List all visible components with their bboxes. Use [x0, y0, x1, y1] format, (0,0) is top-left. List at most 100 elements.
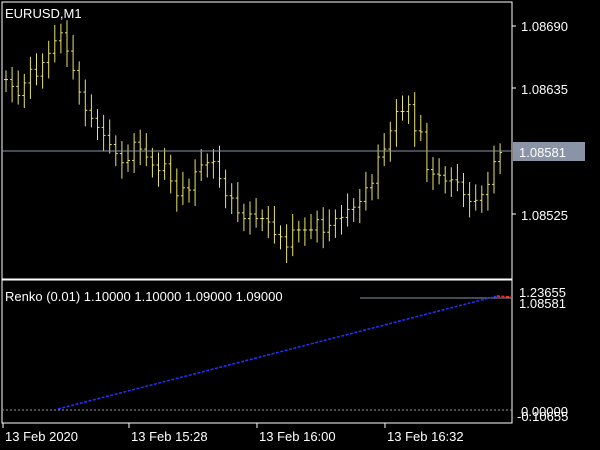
ohlc-bar — [333, 209, 338, 238]
ohlc-bars — [4, 20, 503, 263]
ohlc-bar — [424, 122, 429, 183]
ohlc-bar — [443, 166, 448, 194]
ohlc-bar — [302, 217, 307, 246]
ohlc-bar — [412, 92, 417, 147]
ohlc-bar — [309, 214, 313, 240]
ohlc-bar — [449, 167, 454, 197]
ohlc-bar — [65, 20, 69, 68]
ohlc-bar — [254, 198, 259, 228]
ohlc-bar — [77, 61, 82, 105]
ohlc-bar — [16, 70, 21, 105]
ohlc-bar — [290, 214, 295, 257]
ohlc-bar — [296, 220, 301, 243]
ohlc-bar — [339, 204, 344, 235]
ohlc-bar — [138, 129, 143, 166]
ohlc-bar — [156, 152, 161, 187]
ohlc-bar — [363, 171, 368, 211]
ohlc-bar — [351, 198, 356, 222]
ohlc-bar — [321, 207, 326, 249]
ohlc-bar — [4, 70, 8, 93]
ohlc-bar — [52, 24, 57, 63]
ohlc-bar — [388, 121, 393, 162]
ohlc-bar — [479, 185, 484, 213]
ohlc-bar — [168, 154, 173, 194]
ohlc-bar — [418, 114, 423, 142]
ohlc-bar — [162, 147, 167, 180]
ohlc-bar — [260, 209, 265, 232]
x-tick-label: 13 Feb 2020 — [5, 429, 78, 444]
ohlc-bar — [235, 182, 240, 222]
ohlc-bar — [455, 163, 460, 192]
ohlc-bar — [370, 174, 374, 201]
ohlc-bar — [144, 133, 149, 167]
indicator-scale-label: -0.10655 — [517, 409, 568, 424]
ohlc-bar — [119, 141, 124, 179]
ohlc-bar — [272, 206, 277, 244]
symbol-label: EURUSD,M1 — [5, 6, 82, 21]
ohlc-bar — [34, 53, 39, 86]
ohlc-bar — [180, 171, 185, 205]
ohlc-bar — [40, 53, 45, 89]
ohlc-bar — [406, 95, 411, 124]
ohlc-bar — [107, 119, 112, 154]
ohlc-bar — [89, 94, 94, 128]
ohlc-bar — [431, 157, 435, 191]
ohlc-bar — [28, 56, 33, 99]
indicator-scale-label: 1.08581 — [519, 296, 566, 311]
ohlc-bar — [95, 109, 100, 140]
x-tick-label: 13 Feb 16:00 — [259, 429, 336, 444]
ohlc-bar — [241, 203, 246, 232]
ohlc-bar — [126, 144, 130, 172]
ohlc-bar — [217, 145, 222, 188]
ohlc-bar — [248, 201, 252, 235]
y-tick-label: 1.08525 — [521, 208, 568, 223]
x-tick-label: 13 Feb 15:28 — [131, 429, 208, 444]
ohlc-bar — [132, 133, 137, 173]
ohlc-bar — [174, 168, 179, 212]
ohlc-bar — [71, 35, 76, 80]
ohlc-bar — [467, 182, 472, 218]
ohlc-bar — [492, 145, 496, 194]
ohlc-bar — [376, 144, 381, 200]
price-y-axis: 1.08690 1.08635 1.08525 — [512, 19, 568, 223]
x-tick-label: 13 Feb 16:32 — [387, 429, 464, 444]
ohlc-bar — [58, 23, 63, 54]
ohlc-bar — [345, 193, 350, 227]
ohlc-bar — [394, 98, 399, 147]
renko-series-line — [57, 295, 498, 410]
y-tick-label: 1.08635 — [521, 82, 568, 97]
x-axis: 13 Feb 2020 13 Feb 15:28 13 Feb 16:00 13… — [2, 423, 464, 444]
price-pane-border — [1, 1, 513, 280]
ohlc-bar — [150, 147, 155, 178]
ohlc-bar — [22, 73, 27, 109]
ohlc-bar — [205, 153, 210, 178]
ohlc-bar — [327, 209, 332, 242]
ohlc-bar — [199, 149, 204, 181]
ohlc-bar — [400, 95, 405, 121]
ohlc-bar — [461, 172, 466, 208]
ohlc-bar — [223, 169, 228, 209]
y-tick-label: 1.08690 — [521, 19, 568, 34]
current-price-label: 1.08581 — [519, 145, 566, 160]
current-price-label-bg — [513, 142, 585, 161]
indicator-scale-label: 1.23655 — [519, 285, 566, 300]
ohlc-bar — [498, 143, 503, 175]
ohlc-bar — [10, 67, 15, 103]
ohlc-bar — [473, 184, 478, 211]
indicator-scale-label: 0.00000 — [521, 404, 568, 419]
ohlc-bar — [187, 178, 191, 203]
ohlc-bar — [193, 159, 198, 207]
ohlc-bar — [211, 149, 216, 179]
indicator-label: Renko (0.01) 1.10000 1.10000 1.09000 1.0… — [5, 289, 283, 304]
ohlc-bar — [382, 133, 387, 167]
ohlc-bar — [284, 224, 289, 263]
ohlc-bar — [437, 158, 442, 185]
ohlc-bar — [315, 210, 320, 243]
renko-series-end — [496, 295, 513, 298]
ohlc-bar — [229, 183, 234, 214]
ohlc-bar — [46, 40, 51, 79]
ohlc-bar — [357, 188, 362, 224]
ohlc-bar — [278, 225, 283, 250]
ohlc-bar — [485, 171, 490, 211]
